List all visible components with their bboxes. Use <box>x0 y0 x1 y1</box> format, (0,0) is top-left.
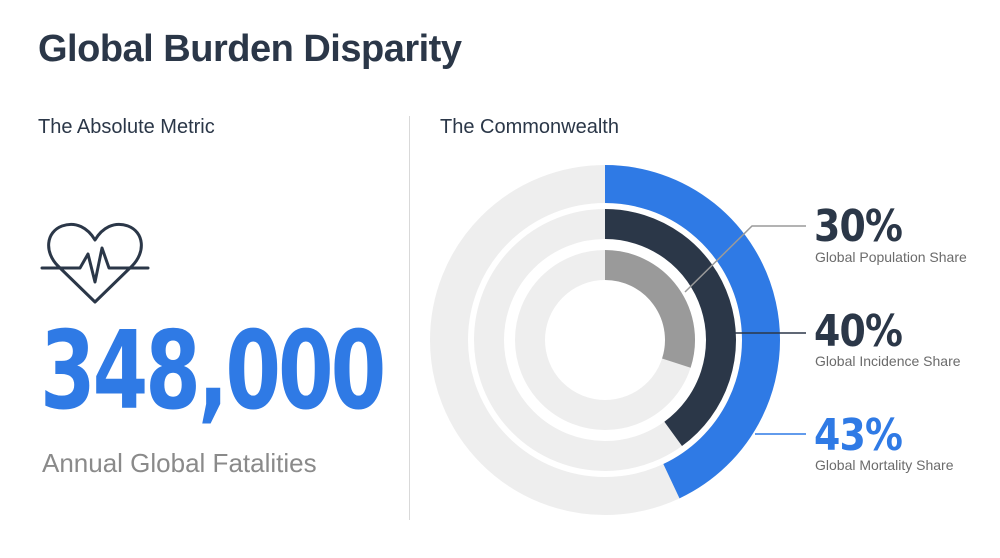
mortality-share-value: 43% <box>814 410 903 461</box>
incidence-share-value: 40% <box>814 306 903 357</box>
commonwealth-heading: The Commonwealth <box>440 116 619 138</box>
panel-divider <box>409 116 410 520</box>
inner-leader-line <box>684 225 806 293</box>
page-title: Global Burden Disparity <box>38 28 462 70</box>
mortality-share-label: Global Mortality Share <box>815 457 954 473</box>
inner-ring-arc <box>604 250 695 368</box>
incidence-share-label: Global Incidence Share <box>815 353 961 369</box>
heartbeat-icon <box>40 222 150 304</box>
middle-ring-arc <box>604 209 736 446</box>
population-share-value: 30% <box>814 201 903 252</box>
population-share-label: Global Population Share <box>815 249 967 265</box>
fatalities-label: Annual Global Fatalities <box>42 448 317 478</box>
absolute-metric-heading: The Absolute Metric <box>38 116 215 138</box>
outer-ring-arc <box>604 165 780 499</box>
fatalities-value: 348,000 <box>40 309 386 434</box>
